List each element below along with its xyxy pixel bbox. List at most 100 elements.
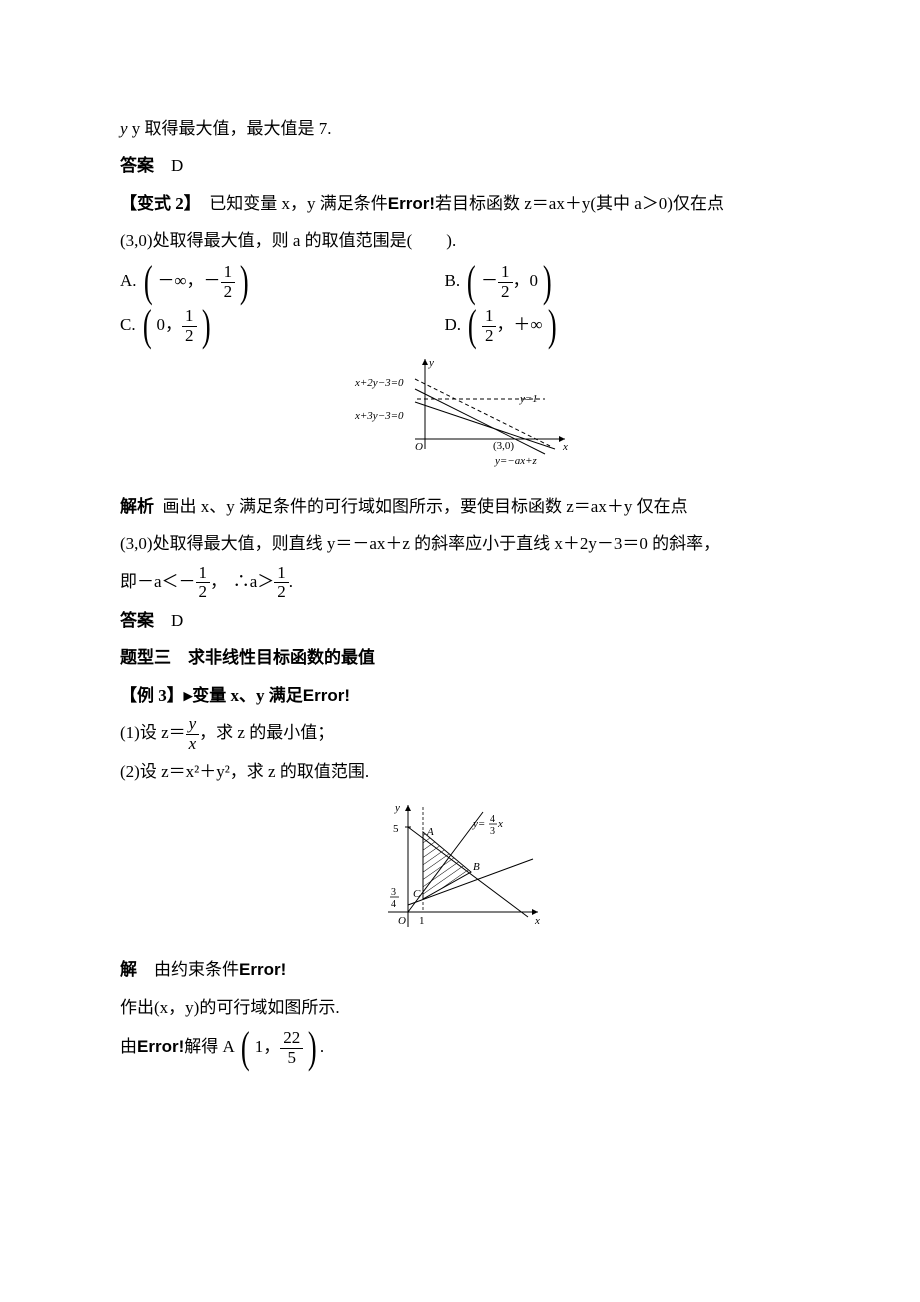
- point-label: A: [426, 826, 434, 838]
- text: .: [320, 1037, 324, 1056]
- point-label: (3,0): [493, 440, 514, 452]
- label-solution: 解析: [120, 497, 154, 516]
- tick-label: 5: [393, 823, 399, 835]
- question-1: (1)设 z＝yx，求 z 的最小值；: [120, 714, 800, 753]
- answer-line: 答案 D: [120, 147, 800, 184]
- frac-num: 1: [182, 307, 197, 327]
- option-b: B. ( －12，0 ): [445, 260, 711, 304]
- line-label: x+3y−3=0: [354, 410, 404, 422]
- text: 即－a＜－: [120, 572, 196, 591]
- lparen-icon: (: [143, 304, 152, 348]
- variant-line: 【变式 2】 已知变量 x，y 满足条件Error!若目标函数 z＝ax＋y(其…: [120, 185, 800, 222]
- point-label: C: [413, 888, 421, 900]
- option-c: C. ( 0，12 ): [120, 304, 386, 348]
- example-line: 【例 3】▸变量 x、y 满足Error!: [120, 677, 800, 714]
- lparen-icon: (: [468, 304, 477, 348]
- option-label: D.: [445, 314, 462, 333]
- interval-a: ( －∞，－12 ): [141, 260, 252, 304]
- label-answer: 答案: [120, 156, 154, 175]
- answer-line: 答案 D: [120, 602, 800, 639]
- text-line: y y 取得最大值，最大值是 7.: [120, 110, 800, 147]
- frac-den: 2: [182, 327, 197, 346]
- origin-label: O: [398, 915, 406, 927]
- tick-label: 1: [419, 915, 425, 927]
- error-text: Error!: [303, 686, 350, 705]
- text: ，＋∞: [496, 315, 542, 334]
- frac-num: 1: [196, 564, 211, 584]
- text: 由: [120, 1037, 137, 1056]
- options-row-ab: A. ( －∞，－12 ) B. ( －12，0 ): [120, 260, 800, 304]
- frac-den: 2: [274, 583, 289, 602]
- text: .: [289, 572, 293, 591]
- text: 画出 x、y 满足条件的可行域如图所示，要使目标函数 z＝ax＋y 仅在点: [163, 497, 688, 516]
- example-label: 【例 3】▸变量 x、y 满足: [120, 686, 303, 705]
- frac-den: 2: [482, 327, 497, 346]
- line-label: y=: [472, 818, 485, 830]
- option-label: B.: [445, 270, 461, 289]
- solution-line: 解析 画出 x、y 满足条件的可行域如图所示，要使目标函数 z＝ax＋y 仅在点: [120, 488, 800, 525]
- frac-den: 2: [221, 283, 236, 302]
- axis-label-y: y: [394, 802, 400, 814]
- math-line: 即－a＜－12， ∴a＞12.: [120, 563, 800, 602]
- line-label: y=−ax+z: [494, 455, 538, 467]
- frac-num: 22: [280, 1029, 303, 1049]
- answer-value: D: [171, 156, 183, 175]
- text-line: (3,0)处取得最大值，则 a 的取值范围是( ).: [120, 222, 800, 259]
- text: ，求 z 的最小值；: [199, 723, 334, 742]
- frac-den: 5: [284, 1049, 299, 1068]
- text: 若目标函数 z＝ax＋y(其中 a＞0)仅在点: [435, 194, 724, 213]
- tick-label: 3: [391, 887, 396, 898]
- option-label: C.: [120, 314, 136, 333]
- text: 由约束条件: [154, 960, 239, 979]
- interval-c: ( 0，12 ): [140, 304, 213, 348]
- lparen-icon: (: [241, 1026, 250, 1070]
- option-label: A.: [120, 270, 137, 289]
- option-d: D. ( 12，＋∞ ): [445, 304, 711, 348]
- label-answer: 答案: [120, 611, 154, 630]
- label-solution: 解: [120, 960, 137, 979]
- rparen-icon: ): [240, 260, 249, 304]
- frac-den: x: [186, 735, 200, 754]
- axis-label-x: x: [562, 441, 568, 453]
- solution-line: 解 由约束条件Error!: [120, 951, 800, 988]
- diagram-2: y x O 5 1 3 4 A B C y= 4 3: [120, 797, 800, 945]
- diagram-1: y x O x+2y−3=0 x+3y−3=0 y=1 (3,0) y=−ax+…: [120, 354, 800, 482]
- interval-d: ( 12，＋∞ ): [465, 304, 559, 348]
- rparen-icon: ): [308, 1026, 317, 1070]
- error-text: Error!: [388, 194, 435, 213]
- line-label: y=1: [519, 393, 538, 405]
- point-a: ( 1，225 ): [238, 1026, 320, 1070]
- section-heading: 题型三 求非线性目标函数的最值: [120, 639, 800, 676]
- line-label: x+2y−3=0: [354, 377, 404, 389]
- text: y 取得最大值，最大值是 7.: [132, 119, 332, 138]
- frac-den: 2: [498, 283, 513, 302]
- error-text: Error!: [137, 1037, 184, 1056]
- answer-value: D: [171, 611, 183, 630]
- options-row-cd: C. ( 0，12 ) D. ( 12，＋∞ ): [120, 304, 800, 348]
- text: (1)设 z＝: [120, 723, 186, 742]
- axis-label-x: x: [534, 915, 540, 927]
- text: ， ∴a＞: [210, 572, 274, 591]
- feasible-region-diagram: y x O x+2y−3=0 x+3y−3=0 y=1 (3,0) y=−ax+…: [345, 354, 575, 469]
- point-label: B: [473, 861, 480, 873]
- interval-b: ( －12，0 ): [464, 260, 554, 304]
- math-line: 由Error!解得 A ( 1，225 ) .: [120, 1026, 800, 1070]
- text: 1，: [255, 1037, 281, 1056]
- lparen-icon: (: [467, 260, 476, 304]
- rparen-icon: ): [543, 260, 552, 304]
- question-2: (2)设 z＝x²＋y²，求 z 的取值范围.: [120, 753, 800, 790]
- frac-den: 2: [196, 583, 211, 602]
- line-label: 4: [490, 814, 495, 825]
- variant-label: 【变式 2】: [120, 194, 201, 213]
- text-line: 作出(x，y)的可行域如图所示.: [120, 989, 800, 1026]
- line-label: 3: [490, 826, 495, 837]
- tick-label: 4: [391, 899, 396, 910]
- axis-label-y: y: [428, 357, 434, 369]
- origin-label: O: [415, 441, 423, 453]
- frac-num: 1: [221, 263, 236, 283]
- rparen-icon: ): [201, 304, 210, 348]
- text: 0，: [157, 315, 183, 334]
- region-diagram: y x O 5 1 3 4 A B C y= 4 3: [373, 797, 548, 932]
- text-line: (3,0)处取得最大值，则直线 y＝－ax＋z 的斜率应小于直线 x＋2y－3＝…: [120, 525, 800, 562]
- frac-num: 1: [498, 263, 513, 283]
